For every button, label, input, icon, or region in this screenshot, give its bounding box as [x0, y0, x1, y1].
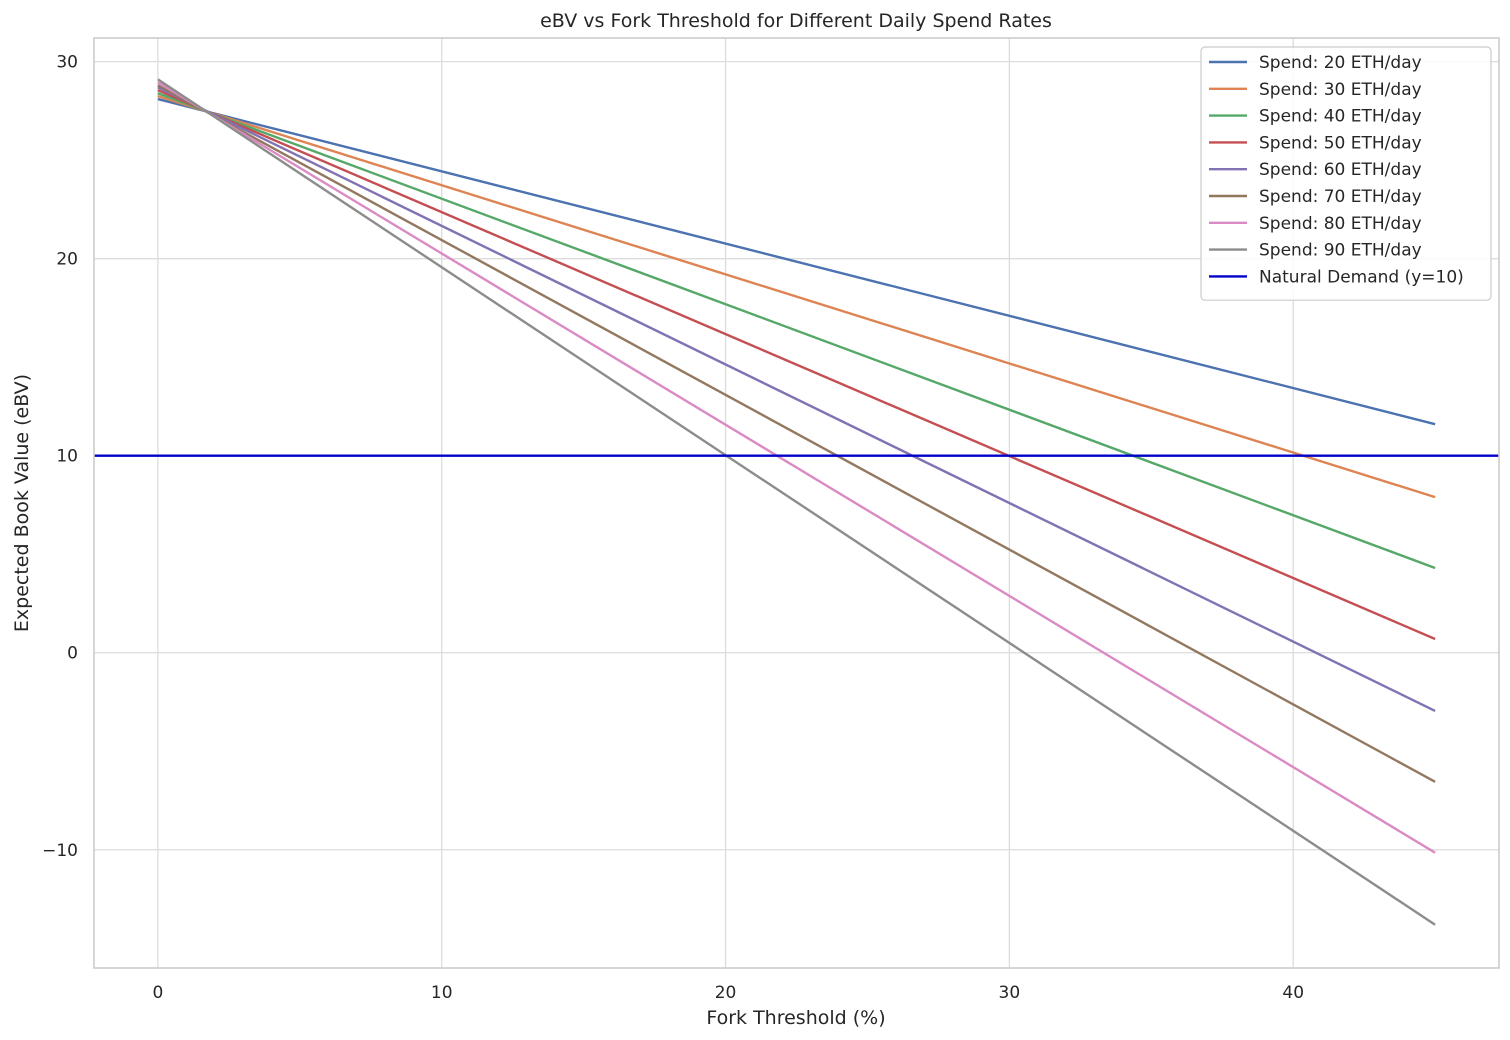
y-tick-label: 10 — [56, 447, 78, 467]
x-tick-label: 40 — [1282, 983, 1304, 1003]
legend-label: Spend: 80 ETH/day — [1259, 214, 1422, 234]
y-axis-label: Expected Book Value (eBV) — [11, 374, 33, 632]
series-line — [157, 94, 1436, 499]
legend-label: Natural Demand (y=10) — [1259, 267, 1464, 287]
legend-label: Spend: 50 ETH/day — [1259, 133, 1422, 153]
series-line — [157, 89, 1436, 641]
tick-labels: 0 10 20 30 40 −10 0 10 20 30 — [42, 53, 1304, 1003]
series-line — [157, 92, 1436, 570]
series-lines — [94, 78, 1499, 926]
x-tick-label: 10 — [431, 983, 453, 1003]
legend-label: Spend: 70 ETH/day — [1259, 187, 1422, 207]
legend-label: Spend: 90 ETH/day — [1259, 241, 1422, 261]
x-tick-label: 20 — [715, 983, 737, 1003]
plot-frame — [93, 37, 1500, 969]
series-line — [157, 97, 1436, 426]
legend-label: Spend: 20 ETH/day — [1259, 53, 1422, 73]
chart-title: eBV vs Fork Threshold for Different Dail… — [540, 10, 1052, 32]
series-line — [157, 84, 1436, 783]
legend-label: Spend: 60 ETH/day — [1259, 160, 1422, 180]
y-tick-label: −10 — [42, 841, 78, 861]
series-line — [157, 81, 1436, 854]
series-line — [157, 86, 1436, 712]
legend-label: Spend: 30 ETH/day — [1259, 80, 1422, 100]
x-tick-label: 0 — [152, 983, 163, 1003]
y-tick-label: 20 — [56, 250, 78, 270]
y-tick-label: 30 — [56, 53, 78, 73]
series-line — [157, 78, 1436, 926]
y-tick-label: 0 — [67, 644, 78, 664]
x-tick-label: 30 — [999, 983, 1021, 1003]
legend-box — [1200, 46, 1492, 301]
legend-label: Spend: 40 ETH/day — [1259, 107, 1422, 127]
legend: Spend: 20 ETH/day Spend: 30 ETH/day Spend:… — [1200, 46, 1492, 301]
x-axis-label: Fork Threshold (%) — [706, 1007, 885, 1029]
